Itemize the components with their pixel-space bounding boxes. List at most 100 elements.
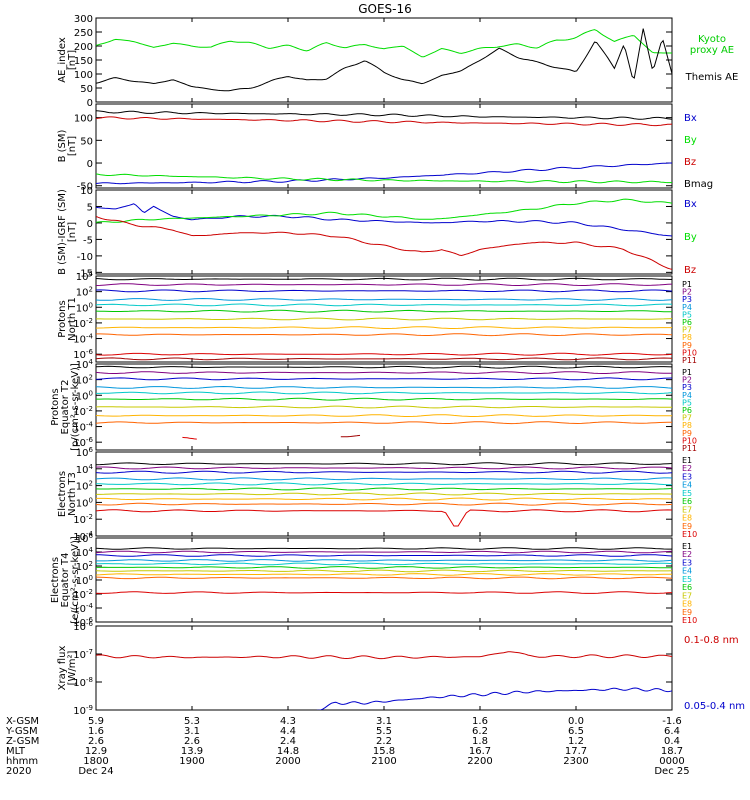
y-tick-label: -10: [77, 252, 93, 263]
series-line-bz: [96, 215, 672, 270]
y-axis-label: [nT]: [67, 50, 78, 70]
legend-label: E9: [682, 522, 692, 531]
x-tick-value: 5.3: [184, 716, 200, 727]
legend-label: E8: [682, 600, 692, 609]
series-line-e2: [96, 550, 672, 554]
y-axis-label: North T3: [67, 472, 78, 516]
y-tick-label: 200: [74, 42, 93, 53]
legend-label: Kyoto: [698, 34, 726, 45]
legend-label: P7: [682, 326, 692, 335]
legend-label: E7: [682, 591, 692, 600]
y-tick-label: -5: [83, 235, 93, 246]
y-tick-label: 10-4: [73, 421, 93, 434]
series-line-bz: [96, 116, 672, 127]
y-tick-label: 5: [87, 202, 93, 213]
legend-label: E5: [682, 489, 692, 498]
x-row-label: Y-GSM: [5, 726, 38, 737]
y-tick-label: 100: [74, 70, 93, 81]
series-line-p8: [96, 326, 672, 329]
y-tick-label: 104: [76, 463, 94, 476]
x-tick-value: Dec 24: [78, 766, 113, 777]
legend-label: E8: [682, 514, 692, 523]
y-tick-label: 102: [76, 374, 93, 387]
series-line-bmag: [96, 110, 672, 120]
legend-label: E9: [682, 608, 692, 617]
series-line-p8: [96, 414, 672, 417]
series-line-p9: [96, 333, 672, 337]
legend-label: P1: [682, 368, 692, 377]
legend-label: P11: [682, 356, 697, 365]
y-axis-label: B (SM): [57, 129, 68, 162]
y-axis-label: AE_index: [57, 37, 68, 83]
x-tick-value: 13.9: [181, 746, 203, 757]
y-tick-label: 102: [76, 480, 93, 493]
legend-label: By: [684, 232, 697, 243]
x-tick-value: 1800: [83, 756, 108, 767]
series-line-e9: [96, 502, 672, 506]
x-tick-value: 0.0: [568, 716, 584, 727]
y-axis-label: Protons: [57, 300, 68, 337]
series-line-e5: [96, 562, 672, 566]
legend-label: Bx: [684, 113, 697, 124]
legend-label: P4: [682, 391, 692, 400]
y-tick-label: 106: [76, 446, 94, 459]
y-axis-label: North T1: [67, 297, 78, 341]
series-line-p4: [96, 297, 672, 301]
y-tick-label: 100: [76, 389, 93, 402]
panel-1: 0 50 100 150 200 250 300 AE_index [nT] Kyotoproxy…: [57, 14, 738, 109]
x-tick-value: 2.2: [376, 736, 392, 747]
series-line-p11: [340, 434, 361, 438]
x-tick-value: 2.6: [184, 736, 200, 747]
panel-frame: [95, 17, 673, 103]
x-tick-value: 1.6: [472, 716, 488, 727]
series-line-bx: [96, 203, 672, 237]
y-tick-label: 50: [80, 84, 93, 95]
series-group: [96, 365, 672, 440]
x-row-label: hhmm: [6, 756, 38, 767]
series-line-e1: [96, 547, 672, 550]
x-tick-value: 6.5: [568, 726, 584, 737]
y-tick-label: 10-6: [73, 620, 93, 633]
panel-8: 10-6 10-7 10-8 10-9 Xray flux [W/m²] 0.1-0.8 n…: [57, 620, 745, 717]
series-line-e9: [96, 576, 672, 580]
legend-label: E4: [682, 567, 692, 576]
y-tick-label: 104: [76, 270, 94, 283]
series-line-p4: [96, 385, 672, 389]
legend-label: By: [684, 135, 697, 146]
series-group: [96, 462, 672, 527]
series-line-p2: [96, 371, 672, 374]
panel-3: -15 -10 -5 0 5 10 B (SM)-IGRF (SM) [nT] Bx By Bz: [57, 186, 697, 279]
y-tick-label: -15: [77, 268, 93, 279]
x-tick-value: 3.1: [376, 716, 392, 727]
y-axis-label: Equator T4: [60, 553, 71, 608]
series-group: [96, 277, 672, 361]
legend-label: E7: [682, 505, 692, 514]
x-tick-value: 1.6: [88, 726, 104, 737]
series-line-e6: [96, 487, 672, 491]
series-line-p7: [96, 405, 672, 409]
legend-label: Bz: [684, 265, 696, 276]
legend-label: E1: [682, 456, 692, 465]
legend-label: E5: [682, 575, 692, 584]
y-tick-label: 106: [76, 532, 94, 545]
y-tick-label: 10: [80, 186, 93, 197]
x-tick-value: 17.7: [565, 746, 587, 757]
y-tick-label: 150: [74, 56, 93, 67]
legend-label: E4: [682, 481, 692, 490]
panel-5: 104 102 100 10-2 10-4 10-6 Protons Equator T2 [p…: [50, 358, 697, 453]
legend-label: E3: [682, 558, 692, 567]
x-tick-value: 15.8: [373, 746, 395, 757]
y-axis-label: [nT]: [67, 136, 78, 156]
panel-frame: [95, 537, 673, 623]
x-tick-value: 1.2: [568, 736, 584, 747]
y-tick-label: 10-6: [73, 616, 93, 629]
x-tick-value: 4.4: [280, 726, 296, 737]
x-tick-value: 18.7: [661, 746, 683, 757]
series-line-e4: [96, 559, 672, 562]
series-line-e2: [96, 466, 672, 470]
x-tick-value: 3.1: [184, 726, 200, 737]
y-axis-label: [e/(cm²-s-sr-keV)]: [70, 536, 81, 624]
